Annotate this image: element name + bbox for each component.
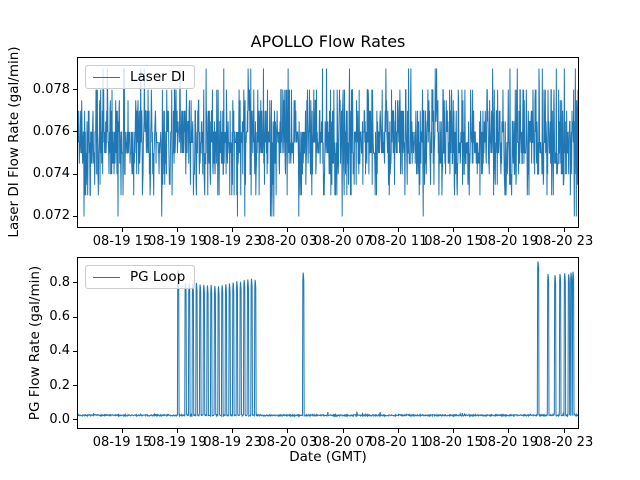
x-tick-mark [176, 228, 178, 232]
x-tick-mark [342, 228, 344, 232]
y-tick-mark [73, 282, 77, 284]
x-tick-label: 08-19 15 [92, 234, 152, 249]
y-tick-label: 0.076 [32, 123, 70, 139]
x-tick-mark [397, 429, 399, 433]
x-tick-mark [508, 228, 510, 232]
x-axis-label: Date (GMT) [289, 449, 367, 465]
x-tick-mark [287, 228, 289, 232]
x-tick-label: 08-19 19 [148, 435, 207, 450]
y-tick-mark [73, 173, 77, 175]
x-tick-mark [232, 429, 233, 433]
legend-label-pg-loop: PG Loop [130, 269, 186, 285]
legend-label-laser-di: Laser DI [130, 69, 186, 85]
x-tick-label: 08-19 15 [92, 435, 152, 450]
x-tick-mark [121, 228, 123, 232]
x-tick-mark [453, 429, 454, 433]
x-tick-label: 08-20 07 [313, 435, 373, 450]
pg-loop-line-plot [78, 261, 578, 418]
x-tick-label: 08-20 07 [313, 234, 373, 249]
x-tick-mark [508, 429, 510, 433]
y-axis-label-top: Laser DI Flow Rate (gal/min) [6, 46, 22, 238]
y-tick-mark [73, 385, 77, 387]
x-tick-label: 08-20 19 [479, 435, 538, 450]
x-tick-label: 08-20 03 [258, 435, 317, 450]
y-tick-mark [73, 419, 77, 421]
x-tick-label: 08-19 19 [148, 234, 207, 249]
x-tick-label: 08-19 23 [203, 234, 262, 249]
laser-di-line-plot [78, 68, 578, 217]
x-tick-label: 08-20 15 [424, 435, 483, 450]
laser-di-series-line [78, 68, 578, 217]
x-tick-label: 08-20 11 [369, 234, 428, 249]
y-tick-mark [73, 350, 77, 352]
x-tick-label: 08-20 23 [534, 234, 594, 249]
y-tick-mark [73, 89, 77, 91]
x-tick-mark [121, 429, 123, 433]
chart-title: APOLLO Flow Rates [250, 32, 406, 51]
x-tick-label: 08-20 19 [479, 234, 538, 249]
y-tick-label: 0.8 [49, 274, 70, 290]
bottom-axes: PG Loop [77, 257, 579, 429]
y-tick-label: 0.0 [49, 411, 70, 427]
y-tick-mark [73, 215, 77, 217]
x-tick-mark [563, 228, 565, 232]
legend-line-sample-laser-di [93, 76, 120, 78]
bottom-legend: PG Loop [85, 265, 196, 289]
y-tick-mark [73, 131, 77, 133]
x-tick-mark [342, 429, 344, 433]
x-tick-mark [397, 228, 399, 232]
y-tick-label: 0.4 [49, 343, 70, 359]
x-tick-label: 08-20 15 [424, 234, 483, 249]
x-tick-mark [176, 429, 178, 433]
pg-loop-series-line [78, 261, 578, 418]
x-tick-label: 08-20 23 [534, 435, 594, 450]
y-tick-label: 0.072 [32, 208, 70, 224]
x-tick-mark [232, 228, 233, 232]
legend-line-sample-pg-loop [93, 276, 120, 278]
y-tick-label: 0.078 [32, 81, 70, 97]
x-tick-mark [453, 228, 454, 232]
x-tick-mark [287, 429, 289, 433]
x-tick-label: 08-19 23 [203, 435, 262, 450]
y-tick-mark [73, 316, 77, 318]
top-axes: Laser DI [77, 57, 579, 228]
y-tick-label: 0.6 [49, 309, 70, 325]
x-tick-mark [563, 429, 565, 433]
y-tick-label: 0.2 [49, 377, 70, 393]
x-tick-label: 08-20 11 [369, 435, 428, 450]
x-tick-label: 08-20 03 [258, 234, 317, 249]
top-legend: Laser DI [85, 65, 196, 89]
y-tick-label: 0.074 [32, 166, 70, 182]
